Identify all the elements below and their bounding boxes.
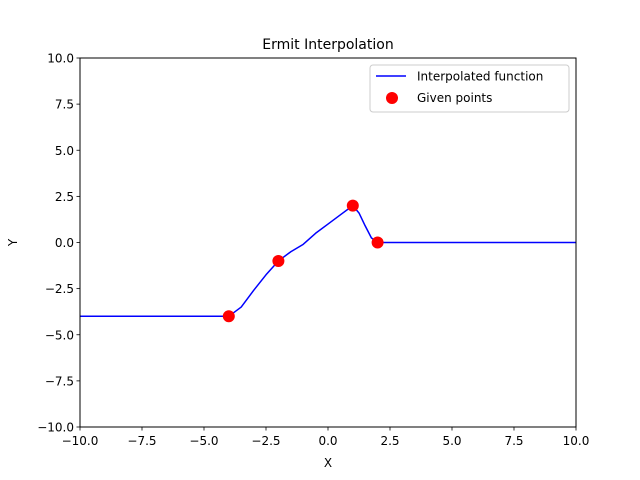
legend-label-points: Given points xyxy=(417,91,492,105)
y-tick-label: 0.0 xyxy=(55,236,74,250)
given-point xyxy=(222,310,235,323)
y-axis-label: Y xyxy=(6,238,20,247)
x-tick-label: −2.5 xyxy=(251,434,280,448)
x-tick-label: 7.5 xyxy=(504,434,523,448)
legend: Interpolated function Given points xyxy=(369,64,570,113)
x-tick-label: 0.0 xyxy=(318,434,337,448)
y-tick-label: −2.5 xyxy=(45,282,74,296)
y-tick-label: −5.0 xyxy=(45,328,74,342)
y-tick-label: −7.5 xyxy=(45,374,74,388)
x-axis-label: X xyxy=(324,456,332,470)
x-tick-label: −5.0 xyxy=(189,434,218,448)
x-tick-label: −7.5 xyxy=(127,434,156,448)
y-tick-label: −10.0 xyxy=(37,421,74,435)
x-tick-label: 5.0 xyxy=(442,434,461,448)
given-point xyxy=(371,236,384,249)
plot-area xyxy=(79,57,577,428)
line-layer xyxy=(80,204,576,318)
y-tick-label: 2.5 xyxy=(55,190,74,204)
y-tick-label: 10.0 xyxy=(47,52,74,66)
x-axis: −10.0 −7.5 −5.0 −2.5 0.0 2.5 5.0 7.5 10.0 xyxy=(62,427,590,448)
x-tick-label: 2.5 xyxy=(380,434,399,448)
legend-label-interpolated: Interpolated function xyxy=(417,70,543,84)
y-tick-label: 7.5 xyxy=(55,98,74,112)
x-tick-label: −10.0 xyxy=(62,434,99,448)
point-layer xyxy=(222,199,384,323)
given-point xyxy=(346,199,359,212)
y-tick-label: 5.0 xyxy=(55,144,74,158)
given-point xyxy=(272,254,285,267)
y-axis: −10.0 −7.5 −5.0 −2.5 0.0 2.5 5.0 7.5 10.0 xyxy=(37,52,80,435)
legend-box xyxy=(369,64,570,113)
x-tick-label: 10.0 xyxy=(563,434,590,448)
legend-point-swatch xyxy=(386,92,398,104)
interpolated-line xyxy=(80,204,576,318)
chart-title: Ermit Interpolation xyxy=(262,37,393,53)
